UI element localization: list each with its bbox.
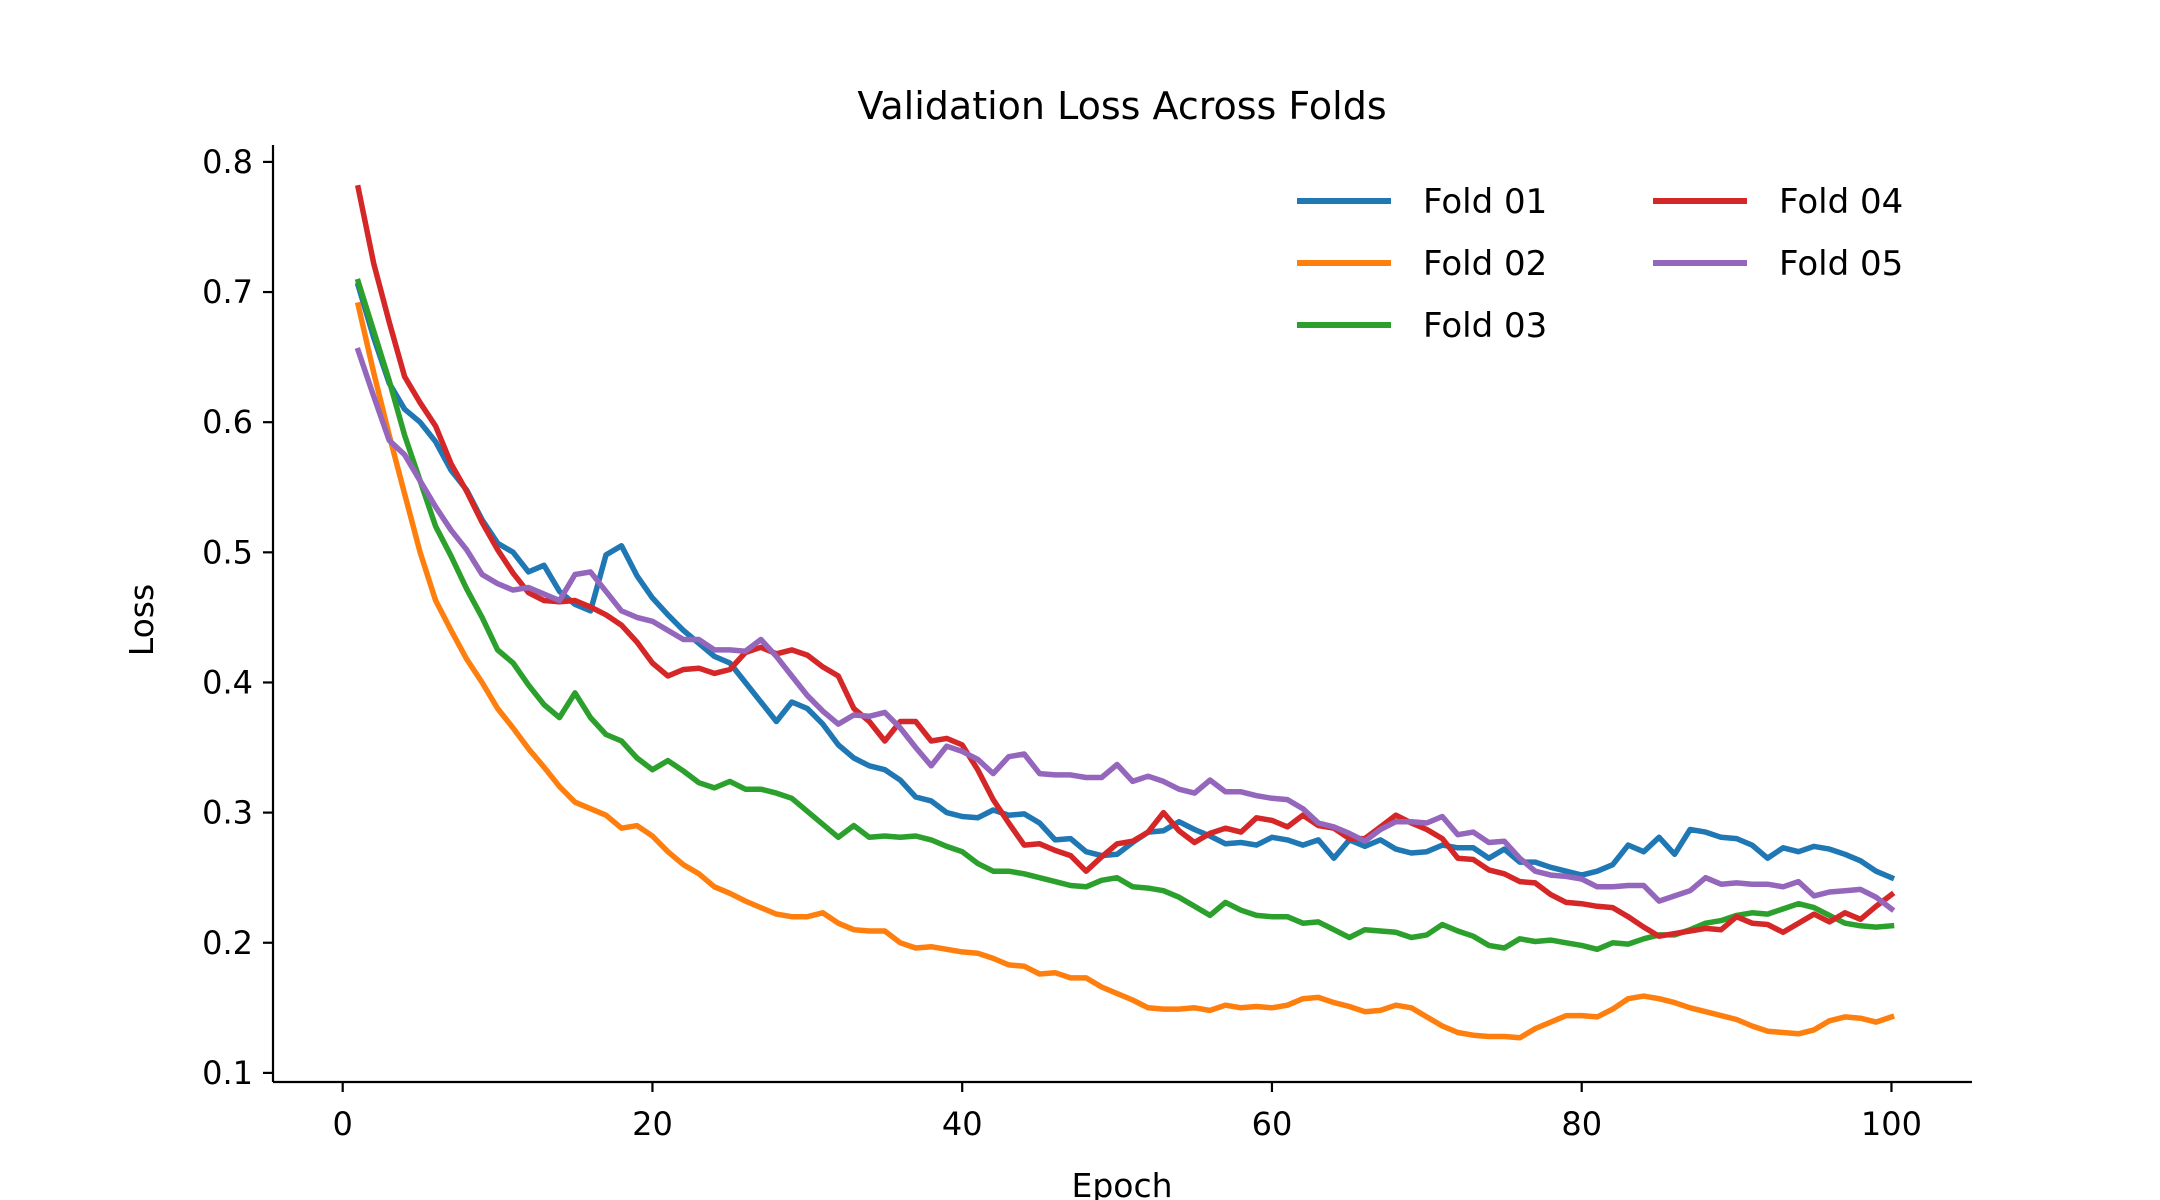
series-line-fold-02	[354, 301, 1895, 1041]
y-tick-label: 0.1	[202, 1054, 253, 1092]
y-tick-label: 0.7	[202, 273, 253, 311]
series-line-fold-01	[354, 282, 1896, 882]
series-line-fold-04	[354, 184, 1896, 939]
legend-label-fold-01: Fold 01	[1423, 182, 1547, 222]
x-tick-label: 100	[1861, 1105, 1922, 1143]
y-ticks: 0.1 0.2 0.3 0.4 0.5 0.6 0.7 0.8	[202, 143, 273, 1092]
y-tick-label: 0.6	[202, 403, 253, 441]
x-tick-label: 80	[1561, 1105, 1602, 1143]
legend-label-fold-03: Fold 03	[1423, 306, 1547, 346]
x-tick-label: 20	[632, 1105, 673, 1143]
legend: Fold 01 Fold 02 Fold 03 Fold 04 Fold 05	[1297, 182, 1903, 346]
y-tick-label: 0.3	[202, 794, 253, 832]
legend-label-fold-05: Fold 05	[1779, 244, 1903, 284]
x-ticks: 0 20 40 60 80 100	[333, 1082, 1922, 1143]
y-tick-label: 0.2	[202, 924, 253, 962]
y-tick-label: 0.4	[202, 663, 253, 701]
x-tick-label: 0	[333, 1105, 353, 1143]
series-layer	[354, 184, 1896, 1041]
x-tick-label: 40	[942, 1105, 983, 1143]
chart-title: Validation Loss Across Folds	[857, 84, 1386, 128]
y-tick-label: 0.8	[202, 143, 253, 181]
y-tick-label: 0.5	[202, 533, 253, 571]
series-line-fold-03	[354, 278, 1895, 953]
x-axis-label: Epoch	[1071, 1166, 1172, 1200]
axes-layer	[271, 145, 1972, 1084]
legend-label-fold-04: Fold 04	[1779, 182, 1903, 222]
y-axis-label: Loss	[122, 584, 161, 656]
legend-label-fold-02: Fold 02	[1423, 244, 1547, 284]
x-tick-label: 60	[1252, 1105, 1293, 1143]
series-line-fold-05	[354, 347, 1896, 913]
